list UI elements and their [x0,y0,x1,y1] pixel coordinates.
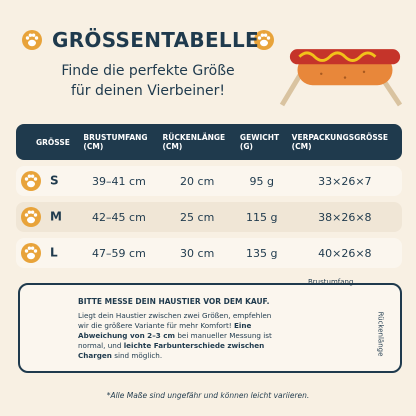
note-segment: leichte Farbunterschiede zwischen Charge… [78,341,265,360]
note-segment: Eine Abweichung von 2–3 cm [78,321,252,340]
column-header: VERPACKUNGSGRÖSSE (CM) [287,124,402,160]
measure-label: Brustumfang [308,278,354,286]
note-segment: Liegt dein Haustier zwischen zwei Größen… [78,311,272,330]
paw-icon [21,243,41,263]
table-cell: 39–41 cm [79,166,159,196]
table-cell: 40×26×8 [287,238,402,268]
header-line: VERPACKUNGSGRÖSSE [291,133,388,142]
cell-value: 40×26×8 [318,246,372,260]
note-segment: sind möglich. [111,351,163,360]
header-line: (CM) [162,142,183,151]
cell-value: 42–45 cm [92,210,146,224]
cell-value: 95 g [249,174,275,188]
cell-value: 25 cm [180,210,215,224]
note-box [18,283,402,373]
header-line: BRUSTUMFANG [83,133,148,142]
cell-value: 115 g [246,210,278,224]
table-cell: 25 cm [158,202,236,232]
cell-value: 135 g [246,246,278,260]
header-line: (G) [239,142,253,151]
paw-icon [21,207,41,227]
measure-label: Rückenlänge [376,311,385,357]
column-header: GRÖSSE [16,124,80,160]
header-line: GRÖSSE [36,137,70,147]
cell-value: 33×26×7 [318,174,372,188]
subtitle: Finde die perfekte Größe [61,63,235,79]
table-cell: 95 g [235,166,288,196]
column-header: BRUSTUMFANG (CM) [79,124,159,160]
table-cell: S [16,166,80,196]
header-line: GEWICHT [239,133,280,142]
table-cell: L [16,238,80,268]
cell-value: 38×26×8 [318,210,372,224]
table-row: S 39–41 cm 20 cm 95 g 33×26×7 [16,166,402,196]
cell-value: 30 cm [180,246,215,260]
paw-icon [22,30,42,50]
cell-value: 39–41 cm [92,174,146,188]
size-table: GRÖSSE BRUSTUMFANG (CM) RÜCKENLÄNGE (CM) GEWI… [16,118,402,274]
hotdog-illustration [288,47,402,87]
table-cell: 38×26×8 [287,202,402,232]
cell-value: 47–59 cm [92,246,146,260]
table-cell: 30 cm [158,238,236,268]
title: GRÖSSENTABELLE [52,28,259,52]
note-text: Liegt dein Haustier zwischen zwei Größen… [78,311,274,361]
note-heading: BITTE MESSE DEIN HAUSTIER VOR DEM KAUF. [78,297,270,306]
size-label: L [50,245,58,260]
table-cell: 135 g [235,238,288,268]
header-line: RÜCKENLÄNGE [162,133,226,142]
cell-value: 20 cm [180,174,215,188]
table-cell: 47–59 cm [79,238,159,268]
header-line: (CM) [83,142,104,151]
size-label: M [50,209,62,224]
table-cell: 115 g [235,202,288,232]
table-row: L 47–59 cm 30 cm 135 g 40×26×8 [16,238,402,268]
table-cell: 42–45 cm [79,202,159,232]
column-header: RÜCKENLÄNGE (CM) [158,124,236,160]
subtitle: für deinen Vierbeiner! [71,83,225,99]
table-cell: 33×26×7 [287,166,402,196]
table-cell: M [16,202,80,232]
size-label: S [50,173,59,188]
note-segment: bei manueller Messung ist normal, und [78,331,272,350]
column-header: GEWICHT (G) [235,124,288,160]
table-cell: 20 cm [158,166,236,196]
header-line: (CM) [291,142,312,151]
paw-icon [21,171,41,191]
footnote: *Alle Maße sind ungefähr und können leic… [106,391,310,400]
table-row: M 42–45 cm 25 cm 115 g 38×26×8 [16,202,402,232]
